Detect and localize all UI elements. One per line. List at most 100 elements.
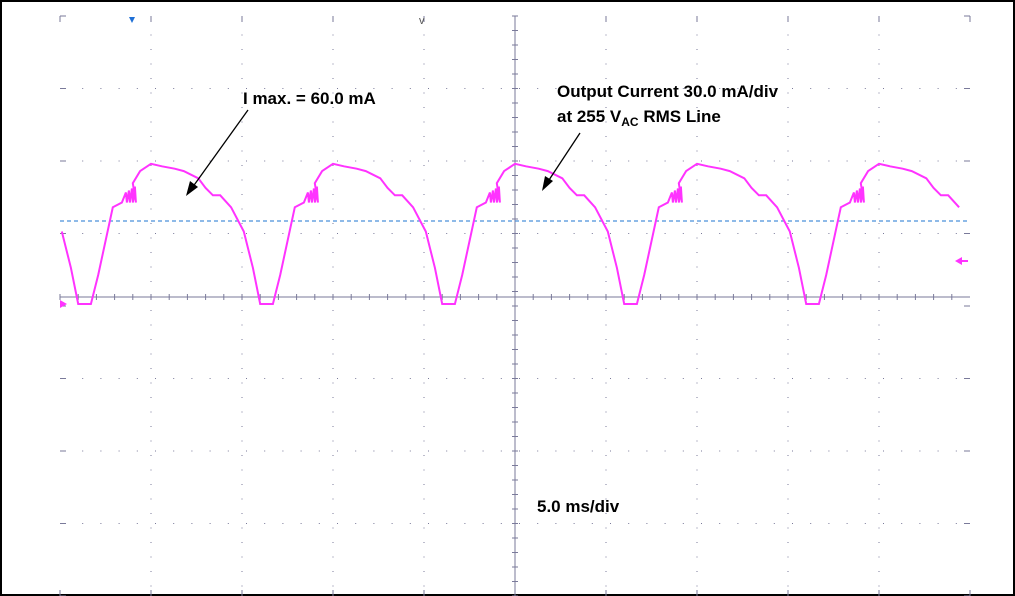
grid-dot (682, 450, 684, 452)
grid-dot (696, 324, 698, 326)
grid-dot (318, 378, 320, 379)
grid-dot (605, 455, 607, 456)
grid-dot (500, 233, 502, 234)
grid-dot (682, 523, 684, 524)
grid-dot (605, 382, 607, 384)
grid-dot (878, 63, 880, 65)
grid-dot (332, 252, 334, 253)
grid-dot (719, 233, 721, 234)
grid-dot (878, 324, 880, 326)
grid-dot (878, 266, 880, 268)
grid-dot (150, 382, 152, 384)
grid-dot (150, 78, 152, 79)
grid-dot (300, 88, 302, 89)
grid-dot (391, 450, 393, 452)
grid-dot (241, 426, 243, 427)
grid-dot (573, 450, 575, 452)
grid-dot (155, 88, 156, 89)
grid-dot (332, 63, 334, 65)
grid-dot (737, 450, 739, 452)
grid-dot (82, 378, 84, 379)
grid-dot (792, 160, 793, 162)
grid-dot (787, 223, 789, 224)
grid-dot (118, 233, 120, 234)
arrow-imax (191, 109, 249, 189)
grid-dot (537, 450, 539, 452)
grid-dot (391, 233, 393, 234)
grid-dot (191, 450, 193, 452)
grid-dot (118, 88, 120, 89)
arrow-imax-head-icon (186, 181, 198, 196)
grid-dot (787, 310, 789, 311)
grid-dot (878, 498, 880, 500)
grid-dot (846, 160, 848, 162)
grid-dot (150, 179, 152, 181)
grid-dot (155, 450, 156, 452)
grid-dot (246, 450, 247, 452)
grid-dot (719, 160, 721, 162)
grid-dot (864, 523, 866, 524)
grid-dot (787, 440, 789, 442)
grid-dot (737, 88, 739, 89)
grid-dot (241, 440, 243, 442)
grid-dot (241, 382, 243, 384)
grid-dot (264, 378, 266, 379)
grid-dot (241, 353, 243, 355)
grid-dot (828, 160, 830, 162)
grid-dot (241, 107, 243, 108)
grid-dot (737, 160, 739, 162)
grid-dot (423, 571, 425, 572)
grid-dot (605, 426, 607, 427)
grid-dot (241, 78, 243, 79)
grid-dot (318, 233, 320, 234)
grid-dot (605, 165, 607, 166)
grid-dot (332, 556, 334, 558)
grid-dot (605, 585, 607, 587)
grid-dot (610, 450, 611, 452)
grid-dot (828, 88, 830, 89)
grid-dot (719, 88, 721, 89)
grid-dot (150, 324, 152, 326)
grid-dot (100, 88, 102, 89)
current-trace (60, 162, 960, 305)
grid-dot (696, 542, 698, 543)
grid-dot (241, 179, 243, 181)
grid-dot (150, 150, 152, 152)
grid-dot (628, 378, 630, 379)
grid-dot (605, 324, 607, 326)
grid-dot (173, 523, 175, 524)
grid-dot (373, 378, 375, 379)
grid-dot (332, 194, 334, 195)
grid-dot (883, 450, 884, 452)
grid-dot (878, 237, 880, 239)
grid-dot (696, 353, 698, 355)
grid-dot (355, 160, 357, 162)
grid-dot (591, 88, 593, 89)
grid-dot (787, 411, 789, 413)
grid-dot (332, 281, 334, 282)
grid-dot (755, 378, 757, 379)
grid-dot (591, 378, 593, 379)
grid-dot (955, 378, 957, 379)
line-voltage-suffix: RMS Line (638, 107, 721, 126)
grid-dot (664, 450, 666, 452)
grid-dot (246, 88, 247, 89)
grid-dot (423, 107, 425, 108)
grid-dot (332, 571, 334, 572)
grid-dot (150, 368, 152, 369)
grid-dot (519, 160, 520, 162)
grid-dot (209, 523, 211, 524)
grid-dot (878, 223, 880, 224)
grid-dot (605, 411, 607, 413)
grid-dot (810, 450, 812, 452)
grid-dot (919, 233, 921, 234)
grid-dot (696, 484, 698, 485)
grid-dot (423, 556, 425, 558)
grid-dot (332, 426, 334, 427)
grid-dot (423, 49, 425, 50)
grid-dot (500, 88, 502, 89)
grid-dot (701, 523, 702, 524)
grid-dot (423, 513, 425, 514)
grid-dot (696, 397, 698, 398)
grid-dot (878, 542, 880, 543)
